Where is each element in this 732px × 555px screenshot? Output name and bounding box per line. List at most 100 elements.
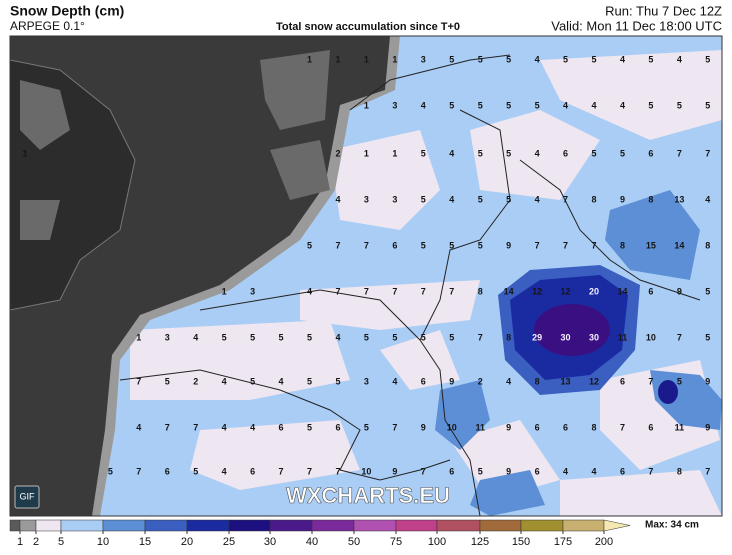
colorbar-segment xyxy=(353,519,397,532)
grid-label: 15 xyxy=(646,240,656,250)
colorbar-label: 25 xyxy=(223,536,235,548)
grid-label: 10 xyxy=(646,332,656,342)
colorbar-label: 200 xyxy=(595,536,613,548)
watermark: WXCHARTS.EU xyxy=(286,483,450,508)
grid-label: 11 xyxy=(675,422,685,432)
colorbar-label: 40 xyxy=(306,536,318,548)
grid-label: 1 xyxy=(392,148,397,158)
colorbar-segment xyxy=(395,519,438,532)
grid-label: 4 xyxy=(222,376,227,386)
grid-label: 5 xyxy=(222,332,227,342)
colorbar-segment xyxy=(9,519,21,532)
grid-label: 5 xyxy=(677,376,682,386)
grid-label: 1 xyxy=(136,332,141,342)
grid-label: 7 xyxy=(705,466,710,476)
grid-label: 7 xyxy=(136,376,141,386)
grid-label: 7 xyxy=(677,332,682,342)
colorbar-segment xyxy=(19,519,37,532)
grid-label: 5 xyxy=(421,240,426,250)
grid-label: 5 xyxy=(535,100,540,110)
grid-label: 4 xyxy=(563,466,568,476)
grid-label: 1 xyxy=(22,148,27,158)
grid-label: 7 xyxy=(335,466,340,476)
subtitle: Total snow accumulation since T+0 xyxy=(276,21,460,33)
grid-label: 5 xyxy=(705,100,710,110)
grid-label: 7 xyxy=(392,286,397,296)
grid-label: 4 xyxy=(705,194,710,204)
grid-label: 4 xyxy=(449,194,454,204)
map: 1 1 1 1 3 5 5 5 4 5 5 4 5 4 51 3 4 5 5 5 5 4 4 4 5 5 51 2 1 1 5 4 5 5 4 6 5 5… xyxy=(9,35,723,517)
colorbar-label: 2 xyxy=(33,536,39,548)
grid-label: 9 xyxy=(506,422,511,432)
legend: Max: 34 cm 1 2 5 10 15 20 25 30 40 50 75 100 125 150 1… xyxy=(9,519,699,548)
grid-label: 5 xyxy=(449,332,454,342)
grid-label: 5 xyxy=(279,332,284,342)
grid-label: 1 xyxy=(364,100,369,110)
grid-label: 6 xyxy=(563,422,568,432)
grid-label: 5 xyxy=(364,422,369,432)
grid-label: 12 xyxy=(589,376,599,386)
colorbar-segment xyxy=(311,519,355,532)
grid-label: 4 xyxy=(392,376,397,386)
gif-button[interactable] xyxy=(14,485,40,509)
colorbar-label: 5 xyxy=(58,536,64,548)
grid-label: 5 xyxy=(591,54,596,64)
grid-label: 7 xyxy=(449,286,454,296)
grid-label: 5 xyxy=(307,240,312,250)
grid-label: 7 xyxy=(563,194,568,204)
grid-label: 2 xyxy=(193,376,198,386)
grid-label: 10 xyxy=(447,422,457,432)
grid-label: 12 xyxy=(532,286,542,296)
grid-label: 2 xyxy=(478,376,483,386)
grid-label: 7 xyxy=(648,466,653,476)
grid-label: 5 xyxy=(421,194,426,204)
grid-label: 1 xyxy=(222,286,227,296)
grid-label: 3 xyxy=(364,194,369,204)
colorbar-label: 75 xyxy=(390,536,402,548)
colorbar-label: 125 xyxy=(471,536,489,548)
grid-label: 11 xyxy=(475,422,485,432)
colorbar-segment xyxy=(479,519,522,532)
grid-label: 5 xyxy=(705,54,710,64)
grid-label: 4 xyxy=(563,100,568,110)
grid-label: 7 xyxy=(563,240,568,250)
grid-label: 7 xyxy=(392,422,397,432)
grid-label: 9 xyxy=(392,466,397,476)
gif-label[interactable]: GIF xyxy=(20,491,36,501)
grid-label: 5 xyxy=(677,100,682,110)
grid-label: 5 xyxy=(250,332,255,342)
model: ARPEGE 0.1° xyxy=(10,19,85,33)
grid-label: 4 xyxy=(449,148,454,158)
grid-label: 7 xyxy=(421,286,426,296)
grid-label: 5 xyxy=(478,466,483,476)
grid-label: 7 xyxy=(591,240,596,250)
grid-label: 8 xyxy=(478,286,483,296)
grid-label: 6 xyxy=(250,466,255,476)
grid-label: 14 xyxy=(674,240,684,250)
grid-label: 6 xyxy=(648,422,653,432)
grid-label: 4 xyxy=(136,422,141,432)
grid-label: 6 xyxy=(421,376,426,386)
run: Run: Thu 7 Dec 12Z xyxy=(605,3,722,18)
grid-label: 5 xyxy=(648,54,653,64)
grid-label: 4 xyxy=(591,100,596,110)
grid-label: 5 xyxy=(449,100,454,110)
grid-label: 5 xyxy=(478,148,483,158)
colorbar-label: 150 xyxy=(512,536,530,548)
light-patches xyxy=(130,50,722,516)
colorbar-segment xyxy=(144,519,188,532)
grid-label: 8 xyxy=(620,240,625,250)
colorbar-label: 1 xyxy=(17,536,23,548)
colorbar-segment xyxy=(436,519,481,532)
grid-label: 20 xyxy=(589,286,599,296)
grid-label: 5 xyxy=(563,54,568,64)
colorbar-label: 50 xyxy=(348,536,360,548)
grid-label: 4 xyxy=(620,100,625,110)
grid-label: 30 xyxy=(561,332,571,342)
grid-label: 8 xyxy=(535,376,540,386)
grid-label: 9 xyxy=(620,194,625,204)
grid-label: 9 xyxy=(705,376,710,386)
grid-label: 4 xyxy=(222,422,227,432)
grid-label: 6 xyxy=(165,466,170,476)
grid-label: 1 xyxy=(335,54,340,64)
